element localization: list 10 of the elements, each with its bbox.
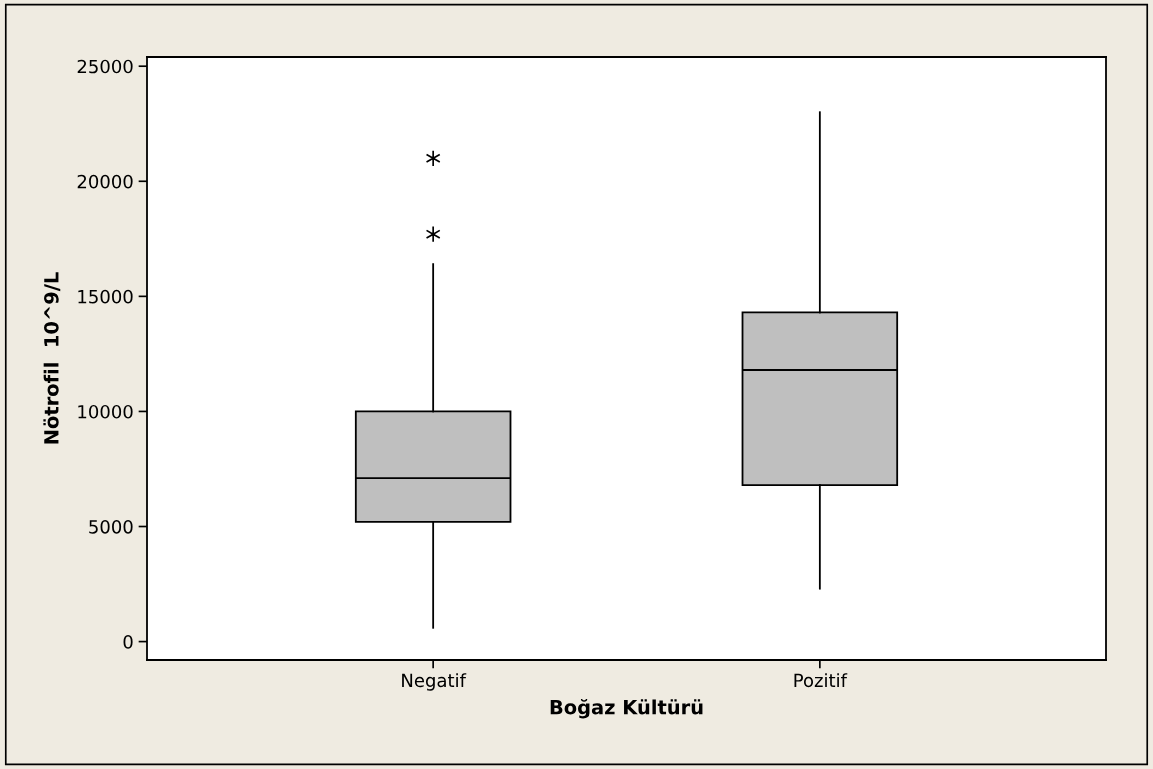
y-tick-label: 15000 [78,289,133,304]
y-tick-label: 5000 [89,519,133,534]
y-axis-title: Nötrofil 10^9/L [43,272,61,444]
y-tick-label: 25000 [77,59,133,74]
y-tick-label: 0 [123,635,133,649]
x-tick-label: Pozitif [794,673,848,688]
x-axis-title: Boğaz Kültürü [550,699,703,719]
y-tick-label: 20000 [77,174,133,189]
x-tick-label: Negatif [402,673,467,691]
y-tick-label: 10000 [78,404,133,419]
